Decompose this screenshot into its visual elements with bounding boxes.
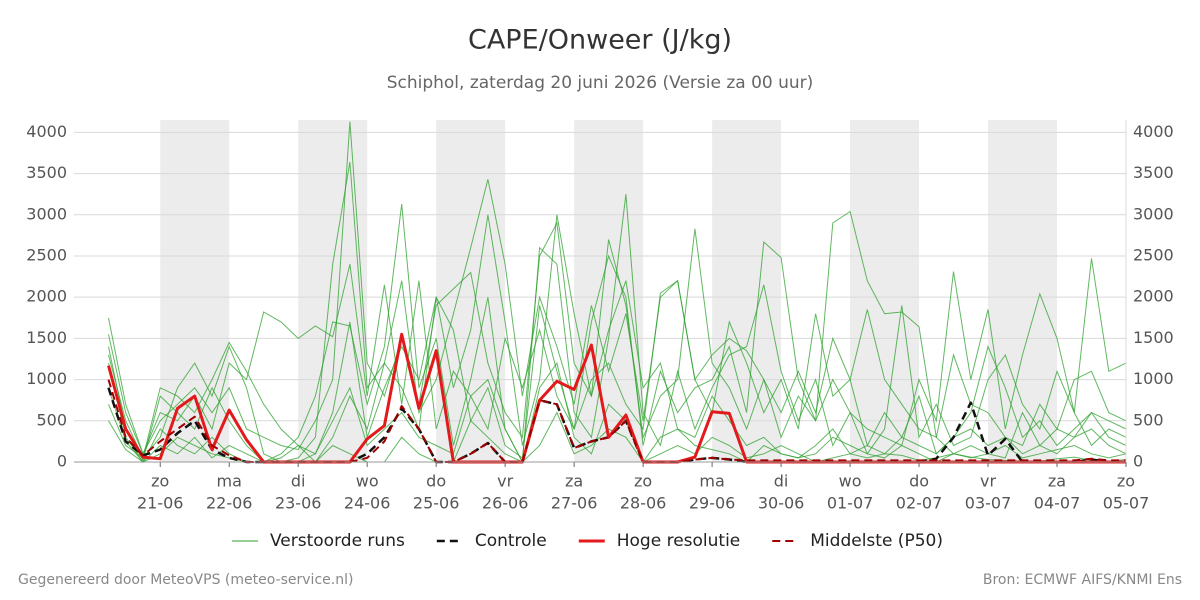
y2-tick-label: 1000 — [1133, 369, 1174, 388]
x-tick-label: 26-06 — [482, 494, 529, 513]
y2-tick-label: 3500 — [1133, 163, 1174, 182]
day-band — [298, 120, 368, 462]
y-tick-label: 1000 — [26, 369, 67, 388]
x-tick-label: 29-06 — [689, 494, 736, 513]
x-tick-weekday: do — [909, 472, 929, 491]
x-tick-weekday: vr — [497, 472, 513, 491]
x-tick-weekday: za — [565, 472, 583, 491]
day-band — [988, 120, 1058, 462]
x-tick-weekday: zo — [634, 472, 652, 491]
chart-title: CAPE/Onweer (J/kg) — [468, 25, 732, 56]
y2-tick-label: 3000 — [1133, 204, 1174, 223]
y-tick-label: 2500 — [26, 245, 67, 264]
x-tick-weekday: vr — [980, 472, 996, 491]
x-tick-weekday: zo — [151, 472, 169, 491]
y-tick-label: 0 — [57, 452, 67, 471]
day-band — [436, 120, 506, 462]
y2-tick-label: 2500 — [1133, 245, 1174, 264]
x-tick-label: 25-06 — [413, 494, 460, 513]
legend-label: Verstoorde runs — [270, 531, 405, 551]
x-tick-weekday: do — [426, 472, 446, 491]
x-tick-weekday: ma — [699, 472, 724, 491]
legend-label: Controle — [475, 531, 547, 551]
day-bands — [160, 120, 1058, 462]
y2-tick-label: 500 — [1133, 410, 1164, 429]
footer-left: Gegenereerd door MeteoVPS (meteo-service… — [18, 572, 353, 588]
x-tick-weekday: zo — [1117, 472, 1135, 491]
day-band — [574, 120, 644, 462]
y-tick-label: 4000 — [26, 122, 67, 141]
x-tick-label: 01-07 — [827, 494, 874, 513]
y2-tick-label: 2000 — [1133, 287, 1174, 306]
day-band — [850, 120, 920, 462]
ensemble-line — [108, 264, 1127, 456]
y2-tick-label: 4000 — [1133, 122, 1174, 141]
legend-label: Middelste (P50) — [810, 531, 943, 551]
x-tick-label: 03-07 — [965, 494, 1012, 513]
x-tick-label: 02-07 — [896, 494, 943, 513]
x-tick-label: 21-06 — [137, 494, 184, 513]
y2-tick-label: 0 — [1133, 452, 1143, 471]
axes: 0 0 500 500 1000 1000 1500 1500 2000 2000 2500 2500… — [26, 120, 1174, 513]
x-tick-label: 23-06 — [275, 494, 322, 513]
day-band — [712, 120, 782, 462]
y-tick-label: 3000 — [26, 204, 67, 223]
x-tick-weekday: di — [291, 472, 306, 491]
legend: Verstoorde runs Controle Hoge resolutie Mid… — [232, 531, 943, 551]
y-tick-label: 500 — [36, 410, 67, 429]
y-tick-label: 1500 — [26, 328, 67, 347]
x-tick-label: 04-07 — [1034, 494, 1081, 513]
chart-subtitle: Schiphol, zaterdag 20 juni 2026 (Versie … — [387, 73, 814, 93]
legend-label: Hoge resolutie — [617, 531, 741, 551]
x-tick-label: 30-06 — [758, 494, 805, 513]
ensemble-line — [108, 194, 1127, 464]
x-tick-label: 22-06 — [206, 494, 253, 513]
y2-tick-label: 1500 — [1133, 328, 1174, 347]
y-tick-label: 2000 — [26, 287, 67, 306]
x-tick-label: 05-07 — [1103, 494, 1150, 513]
y-tick-label: 3500 — [26, 163, 67, 182]
x-tick-weekday: ma — [217, 472, 242, 491]
x-tick-weekday: wo — [356, 472, 379, 491]
x-tick-weekday: di — [774, 472, 789, 491]
x-tick-label: 28-06 — [620, 494, 667, 513]
x-tick-label: 24-06 — [344, 494, 391, 513]
x-tick-weekday: wo — [839, 472, 862, 491]
ensemble-line — [108, 210, 1127, 463]
x-tick-label: 27-06 — [551, 494, 598, 513]
x-tick-weekday: za — [1048, 472, 1066, 491]
ensemble-line — [108, 214, 1127, 463]
footer-right: Bron: ECMWF AIFS/KNMI Ens — [983, 572, 1182, 588]
